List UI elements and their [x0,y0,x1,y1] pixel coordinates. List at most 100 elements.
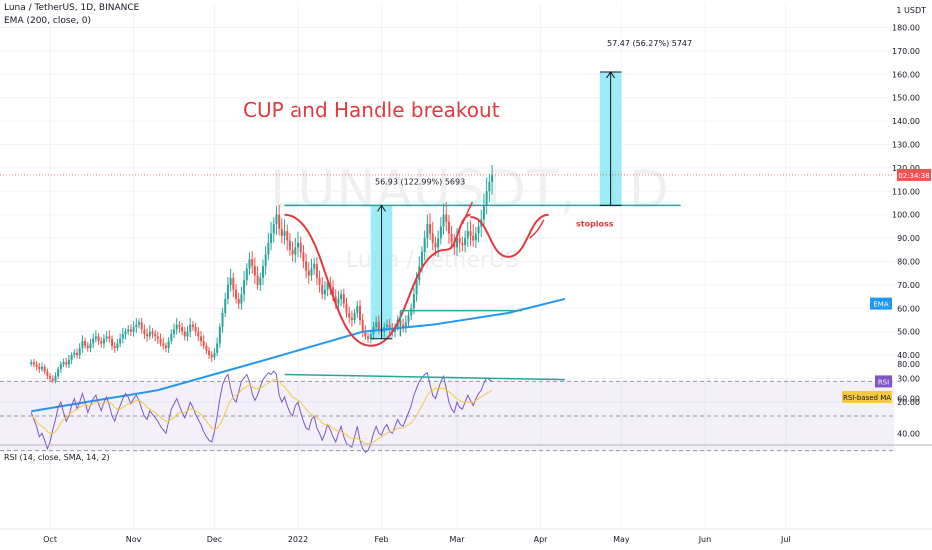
candle-body-86 [261,266,264,278]
rsi-badge [875,375,892,388]
candle-body-23 [92,338,95,344]
candle-body-164 [472,235,475,241]
candle-body-38 [132,327,135,332]
candle-body-44 [148,331,151,337]
candle-body-57 [183,331,186,337]
candle-body-163 [469,231,472,236]
candle-body-111 [329,282,332,288]
candle-body-94 [283,231,286,236]
candle-body-48 [159,338,162,344]
measure-arrow-1-head [377,204,386,212]
candle-body-109 [323,289,326,295]
candle-body-169 [485,191,488,206]
rsi-ma-line [30,379,493,445]
candle-body-128 [375,322,378,328]
candle-body-6 [46,371,49,377]
x-tick-4: Feb [374,535,388,544]
candle-body-152 [439,226,442,239]
y-tick-2: 160.00 [892,70,920,79]
candle-body-19 [81,341,84,349]
price-countdown-text: 02:34:38 [898,172,929,180]
candle-body-155 [447,221,450,234]
candle-body-154 [445,214,448,222]
candle-body-37 [129,329,132,332]
candle-body-13 [65,362,68,365]
candle-body-64 [202,341,205,346]
candle-body-92 [278,214,281,229]
candle-body-116 [342,294,345,304]
candle-body-100 [299,242,302,253]
candle-body-27 [102,338,105,344]
candle-body-20 [84,341,87,346]
y-tick-9: 90.00 [897,234,920,243]
candle-body-34 [121,334,124,339]
x-tick-6: Apr [534,535,549,544]
candle-body-76 [235,289,238,299]
candle-body-88 [267,242,270,255]
candle-body-85 [259,277,262,285]
candle-body-158 [456,238,459,248]
candle-body-66 [208,350,211,356]
currency-label: 1 USDT [896,6,926,15]
candle-body-89 [270,233,273,243]
candle-body-151 [437,238,440,248]
candle-body-99 [297,242,299,248]
candle-body-171 [491,174,494,182]
candle-body-106 [315,263,318,278]
candle-body-90 [272,224,275,234]
candle-body-40 [137,322,140,325]
candle-body-112 [332,287,335,297]
candle-body-28 [105,336,108,339]
candle-body-162 [466,231,469,239]
candle-body-47 [156,336,159,339]
candle-body-119 [350,317,353,320]
candle-body-32 [116,343,119,349]
ema-indicator-legend[interactable]: EMA (200, close, 0) [4,16,92,26]
candle-body-5 [43,366,46,372]
candle-body-77 [237,298,240,304]
candle-body-67 [210,355,213,358]
candle-body-161 [464,238,467,246]
candles [30,165,494,384]
candle-body-123 [361,320,364,332]
candle-body-30 [111,338,114,346]
candle-body-10 [57,369,60,377]
candle-body-2 [35,364,38,367]
candle-body-15 [70,355,73,360]
candle-body-1 [32,362,35,365]
candle-body-70 [218,327,221,344]
candle-body-145 [420,252,423,267]
candle-body-121 [356,305,359,313]
candle-body-120 [353,312,356,320]
candle-body-50 [164,345,167,349]
price-countdown-badge [897,168,931,181]
ema-badge-text: EMA [873,301,888,309]
rsi-ma-badge [842,390,892,403]
candle-body-54 [175,324,178,330]
candle-body-16 [73,352,76,356]
candle-body-60 [191,324,194,328]
candle-body-82 [251,259,254,267]
candle-body-45 [151,331,154,335]
candle-body-125 [367,336,370,339]
candle-body-147 [426,224,429,239]
y-tick-5: 130.00 [892,141,920,150]
y-tick-8: 100.00 [892,211,920,220]
candle-body-61 [194,327,197,332]
candle-body-110 [326,282,329,290]
candle-body-25 [97,336,100,342]
candle-body-166 [477,226,480,234]
candle-body-118 [348,312,351,318]
candle-body-68 [213,352,216,358]
symbol-title[interactable]: Luna / TetherUS, 1D, BINANCE [4,3,140,13]
candle-body-51 [167,341,170,349]
candle-body-153 [442,214,445,227]
candle-body-49 [162,343,165,346]
x-tick-9: Jul [780,535,791,544]
x-tick-0: Oct [43,535,57,544]
candle-body-141 [410,308,413,316]
arrow-right-handle [529,219,545,239]
y-tick-16: 20.00 [897,398,920,407]
candle-body-146 [423,238,426,253]
